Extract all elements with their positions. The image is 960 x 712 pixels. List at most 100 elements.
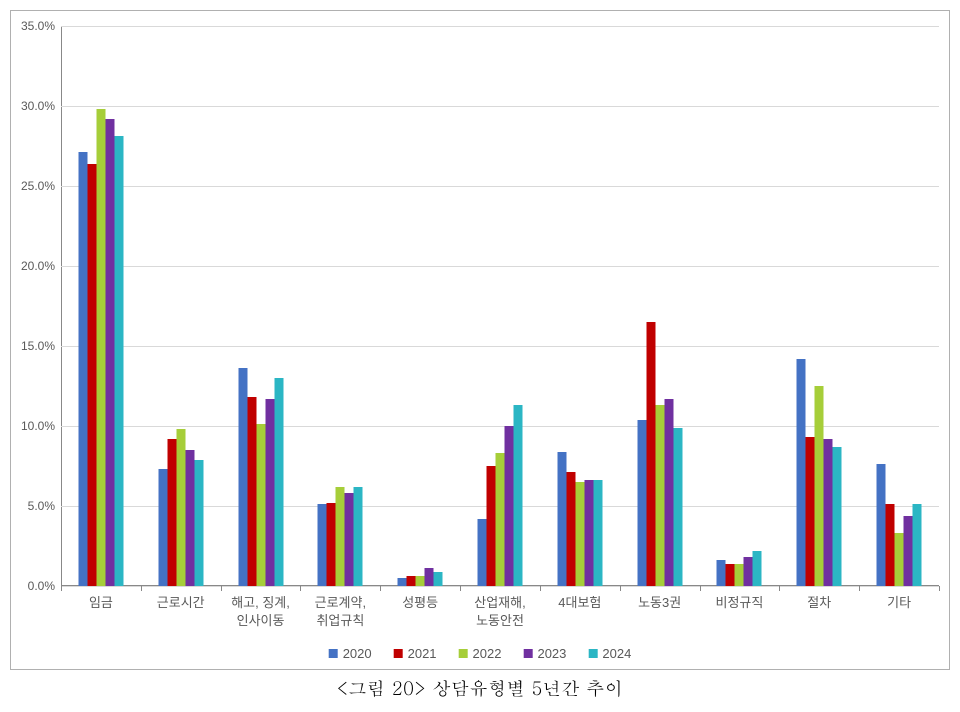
bar — [407, 576, 416, 586]
bar — [504, 426, 513, 586]
category-group: 비정규직 — [700, 26, 780, 586]
bar — [673, 428, 682, 586]
y-tick-label: 5.0% — [28, 499, 61, 513]
legend-item: 2022 — [459, 646, 502, 661]
bar-cluster — [78, 26, 123, 586]
category-label: 4대보험 — [540, 594, 620, 612]
category-label: 성평등 — [380, 594, 460, 612]
x-tick — [620, 586, 621, 591]
x-tick — [460, 586, 461, 591]
category-group: 해고, 징계, 인사이동 — [221, 26, 301, 586]
bar — [327, 503, 336, 586]
bar — [158, 469, 167, 586]
bar — [247, 397, 256, 586]
y-tick-label: 25.0% — [21, 179, 61, 193]
bar — [513, 405, 522, 586]
bar — [495, 453, 504, 586]
bar — [744, 557, 753, 586]
bar — [566, 472, 575, 586]
legend-item: 2023 — [523, 646, 566, 661]
bar — [886, 504, 895, 586]
x-tick — [939, 586, 940, 591]
category-label: 임금 — [61, 594, 141, 612]
bar-cluster — [318, 26, 363, 586]
x-tick — [700, 586, 701, 591]
x-tick — [779, 586, 780, 591]
category-label: 해고, 징계, 인사이동 — [221, 594, 301, 629]
category-label: 기타 — [859, 594, 939, 612]
legend: 2020 2021 2022 2023 2024 — [329, 646, 632, 661]
bar — [176, 429, 185, 586]
x-tick — [61, 586, 62, 591]
legend-label: 2022 — [473, 646, 502, 661]
category-group: 임금 — [61, 26, 141, 586]
category-group: 절차 — [779, 26, 859, 586]
bar — [96, 109, 105, 586]
bar — [238, 368, 247, 586]
legend-swatch — [394, 649, 403, 658]
bar — [913, 504, 922, 586]
x-tick — [141, 586, 142, 591]
bar — [318, 504, 327, 586]
y-tick-label: 20.0% — [21, 259, 61, 273]
y-tick-label: 10.0% — [21, 419, 61, 433]
bar — [265, 399, 274, 586]
bar-cluster — [877, 26, 922, 586]
bar — [185, 450, 194, 586]
figure-caption: <그림 20> 상담유형별 5년간 추이 — [0, 676, 960, 701]
bar — [797, 359, 806, 586]
category-group: 노동3권 — [620, 26, 700, 586]
bar — [434, 572, 443, 586]
bar — [904, 516, 913, 586]
category-group: 성평등 — [380, 26, 460, 586]
plot-area: 0.0%5.0%10.0%15.0%20.0%25.0%30.0%35.0%임금… — [61, 26, 939, 586]
y-tick-label: 0.0% — [28, 579, 61, 593]
bar — [477, 519, 486, 586]
bar — [274, 378, 283, 586]
category-group: 근로계약, 취업규칙 — [300, 26, 380, 586]
bar — [584, 480, 593, 586]
bar — [833, 447, 842, 586]
bar — [655, 405, 664, 586]
legend-item: 2021 — [394, 646, 437, 661]
bar-cluster — [797, 26, 842, 586]
bar — [114, 136, 123, 586]
bar-cluster — [557, 26, 602, 586]
bar — [105, 119, 114, 586]
bar-cluster — [238, 26, 283, 586]
y-tick-label: 35.0% — [21, 19, 61, 33]
y-tick-label: 30.0% — [21, 99, 61, 113]
legend-swatch — [459, 649, 468, 658]
x-tick — [859, 586, 860, 591]
legend-label: 2024 — [602, 646, 631, 661]
bar — [336, 487, 345, 586]
bar-cluster — [637, 26, 682, 586]
bar — [753, 551, 762, 586]
category-group: 기타 — [859, 26, 939, 586]
bar-cluster — [477, 26, 522, 586]
x-tick — [540, 586, 541, 591]
legend-swatch — [329, 649, 338, 658]
bar — [593, 480, 602, 586]
bar — [726, 564, 735, 586]
bar — [646, 322, 655, 586]
bar — [575, 482, 584, 586]
bar — [717, 560, 726, 586]
x-tick — [380, 586, 381, 591]
bar-cluster — [158, 26, 203, 586]
legend-swatch — [588, 649, 597, 658]
legend-item: 2024 — [588, 646, 631, 661]
category-label: 근로계약, 취업규칙 — [300, 594, 380, 629]
bar — [425, 568, 434, 586]
bar — [87, 164, 96, 586]
legend-swatch — [523, 649, 532, 658]
legend-item: 2020 — [329, 646, 372, 661]
bar — [354, 487, 363, 586]
category-label: 비정규직 — [700, 594, 780, 612]
category-label: 절차 — [779, 594, 859, 612]
x-tick — [300, 586, 301, 591]
y-tick-label: 15.0% — [21, 339, 61, 353]
bar — [398, 578, 407, 586]
bar — [877, 464, 886, 586]
category-group: 4대보험 — [540, 26, 620, 586]
